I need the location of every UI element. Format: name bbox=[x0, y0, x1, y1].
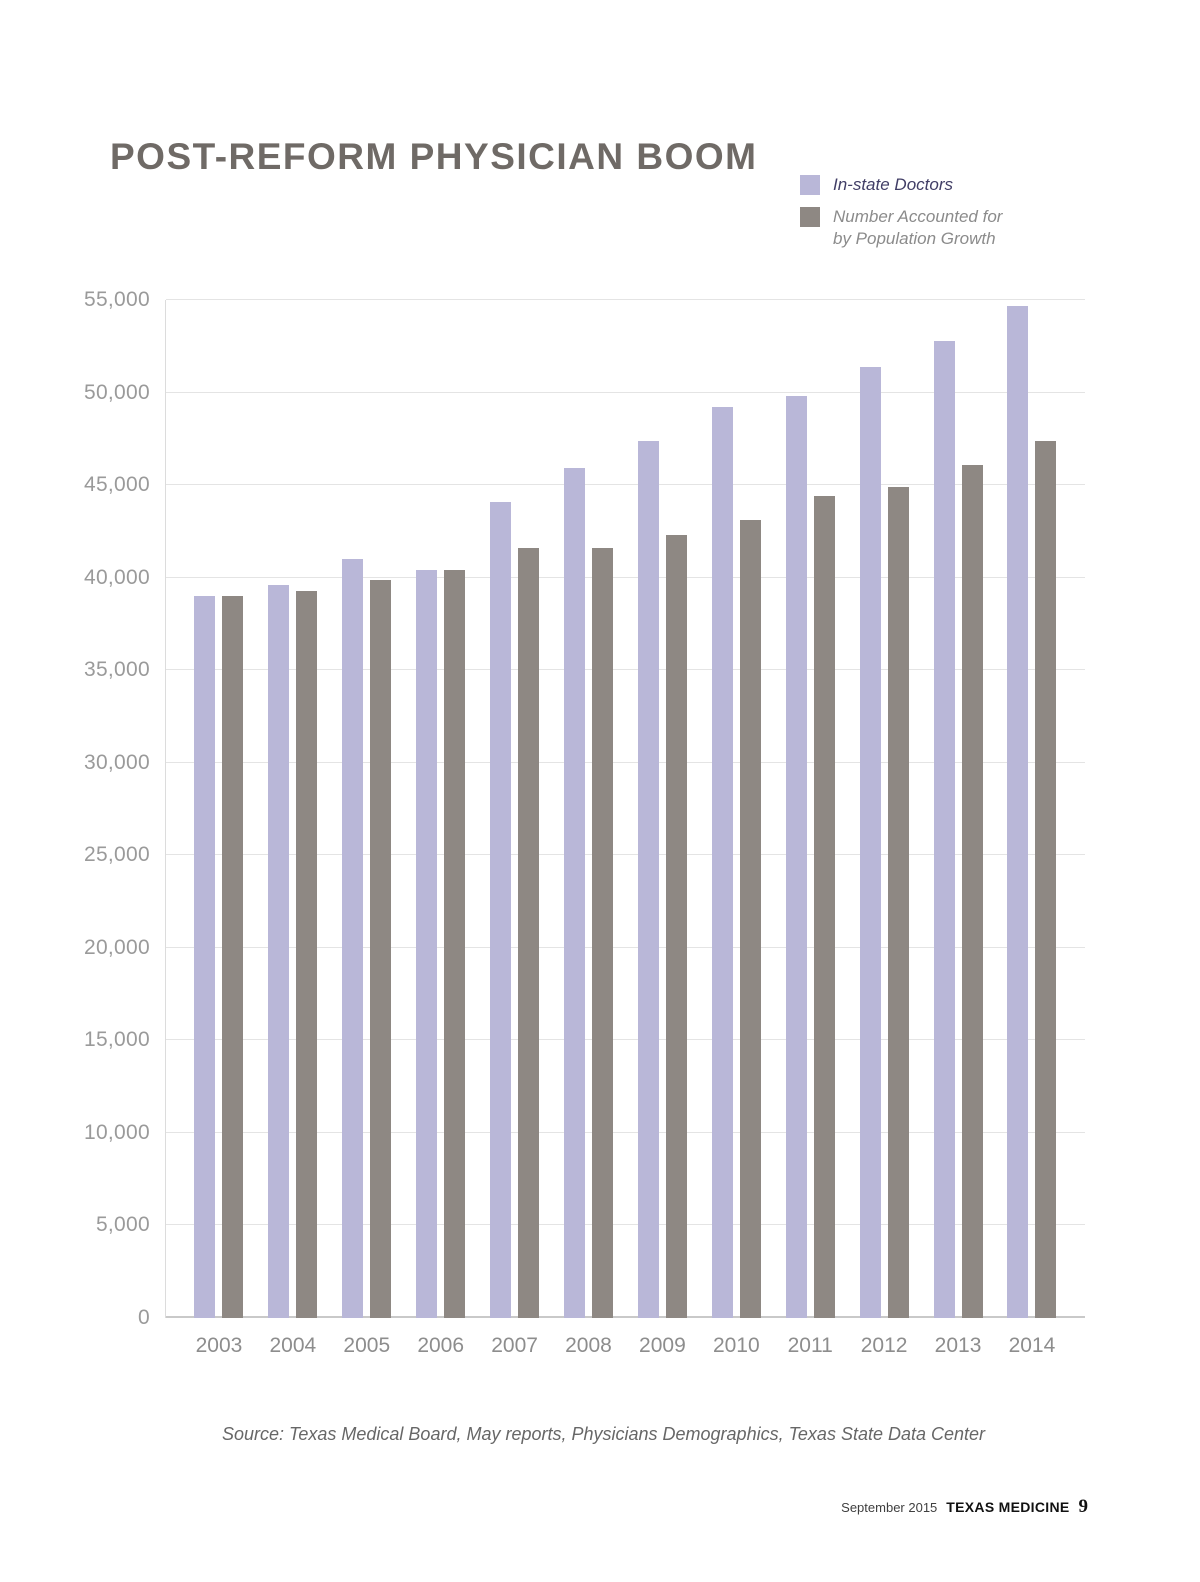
legend-swatch bbox=[800, 175, 820, 195]
x-tick-label: 2008 bbox=[565, 1334, 612, 1357]
bar-number-accounted-for-by-population-growth-2003 bbox=[222, 596, 244, 1318]
gridline bbox=[166, 1131, 1085, 1133]
gridline bbox=[166, 1224, 1085, 1226]
y-tick-label: 10,000 bbox=[83, 1120, 150, 1144]
chart-legend: In-state Doctors Number Accounted for by … bbox=[800, 174, 1002, 250]
y-tick-label: 35,000 bbox=[83, 658, 150, 682]
footer-page-number: 9 bbox=[1078, 1496, 1089, 1517]
bar-number-accounted-for-by-population-growth-2014 bbox=[1035, 440, 1057, 1318]
legend-item-2: Number Accounted for by Population Growt… bbox=[800, 206, 1002, 250]
legend-swatch bbox=[800, 207, 820, 228]
bar-group-2004: 2004 bbox=[268, 300, 318, 1357]
gridline bbox=[166, 391, 1085, 393]
bar-group-2006: 2006 bbox=[416, 300, 466, 1357]
y-tick-label: 20,000 bbox=[83, 935, 150, 959]
bar-in-state-doctors-2003 bbox=[194, 596, 216, 1318]
bar-group-2007: 2007 bbox=[490, 300, 540, 1357]
legend-label: Number Accounted for by Population Growt… bbox=[833, 207, 1003, 249]
bar-in-state-doctors-2012 bbox=[859, 366, 881, 1318]
bar-number-accounted-for-by-population-growth-2004 bbox=[296, 590, 318, 1318]
footer-date: September 2015 bbox=[841, 1500, 938, 1515]
bar-group-2013: 2013 bbox=[933, 300, 983, 1357]
footer-publication: TEXAS MEDICINE bbox=[946, 1499, 1070, 1515]
bar-group-2005: 2005 bbox=[342, 300, 392, 1357]
chart-plot: 2003 2004 2005 2006 2007 2008 2009 2010 2011 2012… bbox=[166, 300, 1085, 1357]
bar-in-state-doctors-2013 bbox=[933, 340, 955, 1318]
bar-number-accounted-for-by-population-growth-2009 bbox=[665, 535, 687, 1318]
gridline bbox=[166, 761, 1085, 763]
bar-group-2014: 2014 bbox=[1007, 300, 1057, 1357]
y-tick-label: 5,000 bbox=[95, 1213, 150, 1237]
x-tick-label: 2005 bbox=[343, 1334, 391, 1357]
x-tick-label: 2014 bbox=[1008, 1334, 1056, 1357]
bar-in-state-doctors-2008 bbox=[563, 468, 585, 1318]
bar-in-state-doctors-2005 bbox=[342, 559, 364, 1318]
x-tick-label: 2009 bbox=[639, 1334, 686, 1357]
gridline bbox=[166, 299, 1085, 300]
y-tick-label: 40,000 bbox=[83, 565, 150, 589]
gridline bbox=[166, 576, 1085, 578]
bar-number-accounted-for-by-population-growth-2010 bbox=[739, 520, 761, 1318]
bar-number-accounted-for-by-population-growth-2012 bbox=[887, 486, 909, 1318]
y-tick-label: 55,000 bbox=[83, 288, 150, 311]
page-footer: September 2015 TEXAS MEDICINE 9 bbox=[841, 1496, 1088, 1518]
x-tick-label: 2004 bbox=[269, 1334, 317, 1357]
x-tick-label: 2013 bbox=[934, 1334, 982, 1357]
y-tick-label: 25,000 bbox=[83, 843, 150, 867]
bar-in-state-doctors-2010 bbox=[711, 407, 733, 1318]
x-tick-label: 2006 bbox=[417, 1334, 465, 1357]
x-axis-line bbox=[166, 1316, 1085, 1318]
bar-in-state-doctors-2004 bbox=[268, 585, 290, 1318]
gridline bbox=[166, 1039, 1085, 1041]
x-tick-label: 2011 bbox=[787, 1334, 833, 1357]
bar-number-accounted-for-by-population-growth-2011 bbox=[813, 496, 835, 1318]
gridline bbox=[166, 484, 1085, 486]
y-tick-label: 50,000 bbox=[83, 380, 150, 404]
bar-group-2010: 2010 bbox=[711, 300, 761, 1357]
bar-in-state-doctors-2011 bbox=[785, 396, 807, 1318]
bar-number-accounted-for-by-population-growth-2008 bbox=[591, 548, 613, 1318]
bar-number-accounted-for-by-population-growth-2007 bbox=[518, 548, 540, 1318]
bar-number-accounted-for-by-population-growth-2005 bbox=[370, 579, 392, 1318]
bar-chart: 0 5,000 10,000 15,000 20,000 25,000 30,000 35,0… bbox=[84, 288, 1085, 1357]
chart-grid: 0 5,000 10,000 15,000 20,000 25,000 30,000 35,0… bbox=[84, 288, 1085, 1329]
bar-in-state-doctors-2014 bbox=[1007, 305, 1029, 1318]
bar-number-accounted-for-by-population-growth-2006 bbox=[444, 570, 466, 1318]
x-tick-label: 2003 bbox=[195, 1334, 243, 1357]
gridline bbox=[166, 946, 1085, 948]
bar-in-state-doctors-2006 bbox=[416, 570, 438, 1318]
bar-in-state-doctors-2007 bbox=[490, 501, 512, 1318]
y-tick-label: 45,000 bbox=[83, 473, 150, 497]
bar-in-state-doctors-2009 bbox=[637, 440, 659, 1318]
source-note: Source: Texas Medical Board, May reports… bbox=[222, 1424, 986, 1444]
legend-label: In-state Doctors bbox=[833, 175, 953, 194]
gridline bbox=[166, 854, 1085, 856]
y-tick-label: 15,000 bbox=[83, 1028, 150, 1052]
bar-group-2008: 2008 bbox=[563, 300, 613, 1357]
bar-group-2009: 2009 bbox=[637, 300, 687, 1357]
bar-group-2011: 2011 bbox=[785, 300, 835, 1357]
x-tick-label: 2007 bbox=[491, 1334, 538, 1357]
y-tick-label: 30,000 bbox=[83, 750, 150, 774]
bar-group-2012: 2012 bbox=[859, 300, 909, 1357]
y-tick-label: 0 bbox=[138, 1306, 150, 1329]
bar-number-accounted-for-by-population-growth-2013 bbox=[961, 464, 983, 1318]
x-tick-label: 2012 bbox=[860, 1334, 908, 1357]
gridline bbox=[166, 669, 1085, 671]
chart-title: POST-REFORM PHYSICIAN BOOM bbox=[110, 136, 758, 177]
legend-item-1: In-state Doctors bbox=[800, 174, 1002, 196]
x-tick-label: 2010 bbox=[712, 1334, 760, 1357]
bar-group-2003: 2003 bbox=[194, 300, 244, 1357]
